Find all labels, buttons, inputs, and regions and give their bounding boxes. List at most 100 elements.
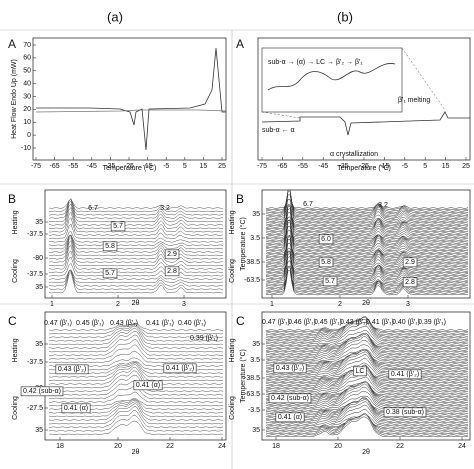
side-label: Cooling — [229, 396, 236, 420]
annotation-text: 0.41 (α) — [64, 405, 88, 412]
annotation-text: 0.40 (β'₁) — [178, 320, 206, 327]
annotation: 5.7 — [102, 268, 118, 279]
y-tick-label: -63.5 — [244, 391, 260, 398]
annotation: α crystallization — [330, 151, 378, 158]
annotation-box — [383, 407, 427, 418]
y-tick-label: -3.5 — [248, 407, 260, 414]
side-label: Cooling — [229, 259, 236, 283]
x-tick-label: -45 — [87, 163, 97, 170]
annotation-text: 0.47 (β'₁) — [262, 319, 290, 326]
annotation-text: 5.7 — [113, 223, 123, 230]
annotation-box — [102, 241, 118, 252]
annotation-text: 0.43 (β'₂) — [58, 366, 86, 373]
annotation-box — [164, 266, 180, 277]
trace — [48, 420, 224, 436]
x-tick-label: -65 — [50, 163, 60, 170]
annotation-box — [402, 277, 418, 288]
x-tick-label: 15 — [200, 163, 208, 170]
annotation-text: 0.42 (sub-α) — [23, 388, 61, 395]
y-tick-label: 35 — [252, 341, 260, 348]
annotation-text: 0.41 (β'₂) — [166, 365, 194, 372]
y-tick-label: -10 — [21, 145, 31, 152]
y-tick-label: 3.5 — [250, 357, 260, 364]
trace — [265, 270, 469, 296]
annotation: 0.47 (β'₁) — [44, 320, 72, 327]
y-tick-label: 35 — [252, 427, 260, 434]
annotation: sub-α → (α) → LC → β'₂ → β'₁ — [268, 59, 363, 66]
x-tick-label: -65 — [277, 163, 287, 170]
annotation-box — [163, 363, 197, 374]
x-tick-label: -15 — [379, 163, 389, 170]
annotation-box — [318, 257, 334, 268]
side-label: Cooling — [12, 396, 19, 420]
y-tick-label: 40 — [23, 80, 31, 87]
x-tick-label: 18 — [56, 443, 64, 450]
annotation: 6.0 — [318, 234, 334, 245]
x-tick-label: 22 — [396, 443, 404, 450]
annotation: 2.9 — [402, 257, 418, 268]
annotation-text: 0.41 (β'₁) — [146, 320, 174, 327]
annotation-text: 5.8 — [321, 259, 331, 266]
side-label: Cooling — [12, 259, 19, 283]
panel-label: B — [8, 192, 16, 206]
annotation-text: 6.7 — [88, 205, 98, 212]
annotation-text: 5.7 — [325, 278, 335, 285]
annotation-text: 0.47 (β'₁) — [44, 320, 72, 327]
annotation: 5.7 — [110, 221, 126, 232]
annotation-text: 5.8 — [105, 243, 115, 250]
x-tick-label: 24 — [218, 443, 226, 450]
panel-label: C — [236, 314, 245, 328]
annotation-box — [268, 393, 312, 404]
annotation: 0.45 (β'₁) — [76, 320, 104, 327]
panel-label: B — [236, 192, 244, 206]
y-tick-label: 35 — [35, 427, 43, 434]
x-tick-label: 25 — [218, 163, 226, 170]
x-axis-label: 2θ — [362, 449, 370, 456]
annotation: 2.8 — [402, 277, 418, 288]
annotation: 0.45 (β'₁) — [314, 319, 342, 326]
annotation-text: 2.8 — [167, 268, 177, 275]
x-tick-label: 5 — [423, 163, 427, 170]
trace — [265, 416, 469, 438]
annotation: 0.38 (sub-α) — [383, 407, 427, 418]
annotation: 0.41 (β'₂) — [388, 369, 422, 380]
x-tick-label: -15 — [143, 163, 153, 170]
x-tick-label: -25 — [124, 163, 134, 170]
y-tick-label: 35 — [35, 284, 43, 291]
y-tick-label: -80 — [33, 255, 43, 262]
plot-frame — [44, 311, 227, 441]
annotation-box — [61, 403, 91, 414]
side-label: Heating — [229, 338, 236, 362]
annotation: 0.41 (β'₁) — [366, 319, 394, 326]
y-tick-label: -37.5 — [27, 359, 43, 366]
x-tick-label: -25 — [359, 163, 369, 170]
y-tick-label: 60 — [23, 55, 31, 62]
annotation-text: 3.2 — [160, 205, 170, 212]
annotation: LC — [353, 366, 367, 377]
annotation: sub-α ← α — [262, 127, 295, 134]
annotation: 0.41 (β'₂) — [163, 363, 197, 374]
x-tick-label: -75 — [31, 163, 41, 170]
x-tick-label: 2 — [116, 301, 120, 308]
trace — [49, 262, 224, 277]
annotation-text: 2.9 — [167, 251, 177, 258]
panel-label: C — [8, 314, 17, 328]
annotation-text: 0.38 (sub-α) — [386, 409, 424, 416]
annotation-text: 2.9 — [405, 259, 415, 266]
y-tick-label: 30 — [23, 93, 31, 100]
x-tick-label: 2 — [338, 301, 342, 308]
inset-curve — [267, 63, 396, 91]
annotation: 0.41 (β'₁) — [146, 320, 174, 327]
y-tick-label: -38.5 — [244, 375, 260, 382]
annotation-box — [388, 369, 422, 380]
column-label: (a) — [107, 9, 123, 24]
x-tick-label: 1 — [270, 301, 274, 308]
annotation-text: α crystallization — [330, 151, 378, 158]
x-tick-label: 5 — [183, 163, 187, 170]
annotation-text: 0.41 (α) — [136, 382, 160, 389]
trace — [48, 223, 224, 240]
y-tick-label: 35 — [35, 219, 43, 226]
trace — [48, 350, 224, 364]
x-tick-label: 25 — [462, 163, 470, 170]
